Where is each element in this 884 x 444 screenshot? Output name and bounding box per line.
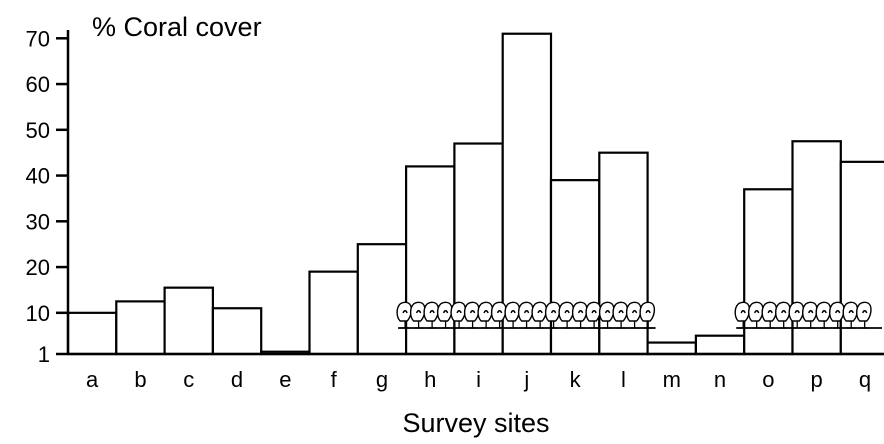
bar-i — [453, 142, 504, 356]
bar-q — [839, 160, 884, 356]
x-tick-label-l: l — [621, 367, 626, 392]
coral-reef-symbol-group-1 — [396, 301, 656, 329]
y-tick-label-40: 40 — [26, 164, 50, 189]
x-tick-label-a: a — [86, 367, 99, 392]
bar-b — [115, 300, 166, 356]
y-tick-label-10: 10 — [26, 301, 50, 326]
x-axis-tick-labels: a b c d e f g h i j k l m n o p q — [86, 367, 871, 392]
x-tick-label-q: q — [859, 367, 871, 392]
x-tick-label-i: i — [476, 367, 481, 392]
x-tick-label-b: b — [134, 367, 146, 392]
y-tick-label-60: 60 — [26, 72, 50, 97]
x-tick-label-m: m — [663, 367, 681, 392]
bar-o — [743, 188, 794, 356]
x-tick-label-f: f — [331, 367, 338, 392]
x-tick-label-o: o — [762, 367, 774, 392]
bar-n — [694, 334, 746, 356]
chart-title: % Coral cover — [92, 12, 262, 42]
x-tick-label-e: e — [279, 367, 291, 392]
y-axis-ticks: 1 10 20 30 40 50 60 70 — [26, 26, 68, 367]
y-tick-label-1: 1 — [38, 342, 50, 367]
bar-a — [66, 311, 118, 356]
bar-g — [356, 243, 408, 356]
bar-j — [501, 32, 553, 356]
y-tick-label-20: 20 — [26, 255, 50, 280]
x-tick-label-h: h — [424, 367, 436, 392]
bar-p — [791, 140, 842, 356]
bar-f — [308, 270, 359, 356]
x-tick-label-j: j — [523, 367, 529, 392]
x-tick-label-n: n — [714, 367, 726, 392]
coral-reef-symbol-group-2 — [734, 301, 882, 329]
y-tick-label-50: 50 — [26, 118, 50, 143]
y-tick-label-30: 30 — [26, 209, 50, 234]
y-tick-label-70: 70 — [26, 26, 50, 51]
bar-h — [405, 165, 456, 356]
bar-c — [163, 286, 215, 356]
bar-d — [211, 307, 263, 356]
x-tick-label-p: p — [811, 367, 823, 392]
x-tick-label-g: g — [376, 367, 388, 392]
x-axis-title: Survey sites — [402, 408, 549, 438]
bar-l — [598, 151, 649, 356]
coral-reef-symbols — [396, 301, 882, 329]
bar-m — [646, 341, 697, 356]
x-tick-label-c: c — [183, 367, 194, 392]
x-tick-label-k: k — [570, 367, 582, 392]
x-tick-label-d: d — [231, 367, 243, 392]
